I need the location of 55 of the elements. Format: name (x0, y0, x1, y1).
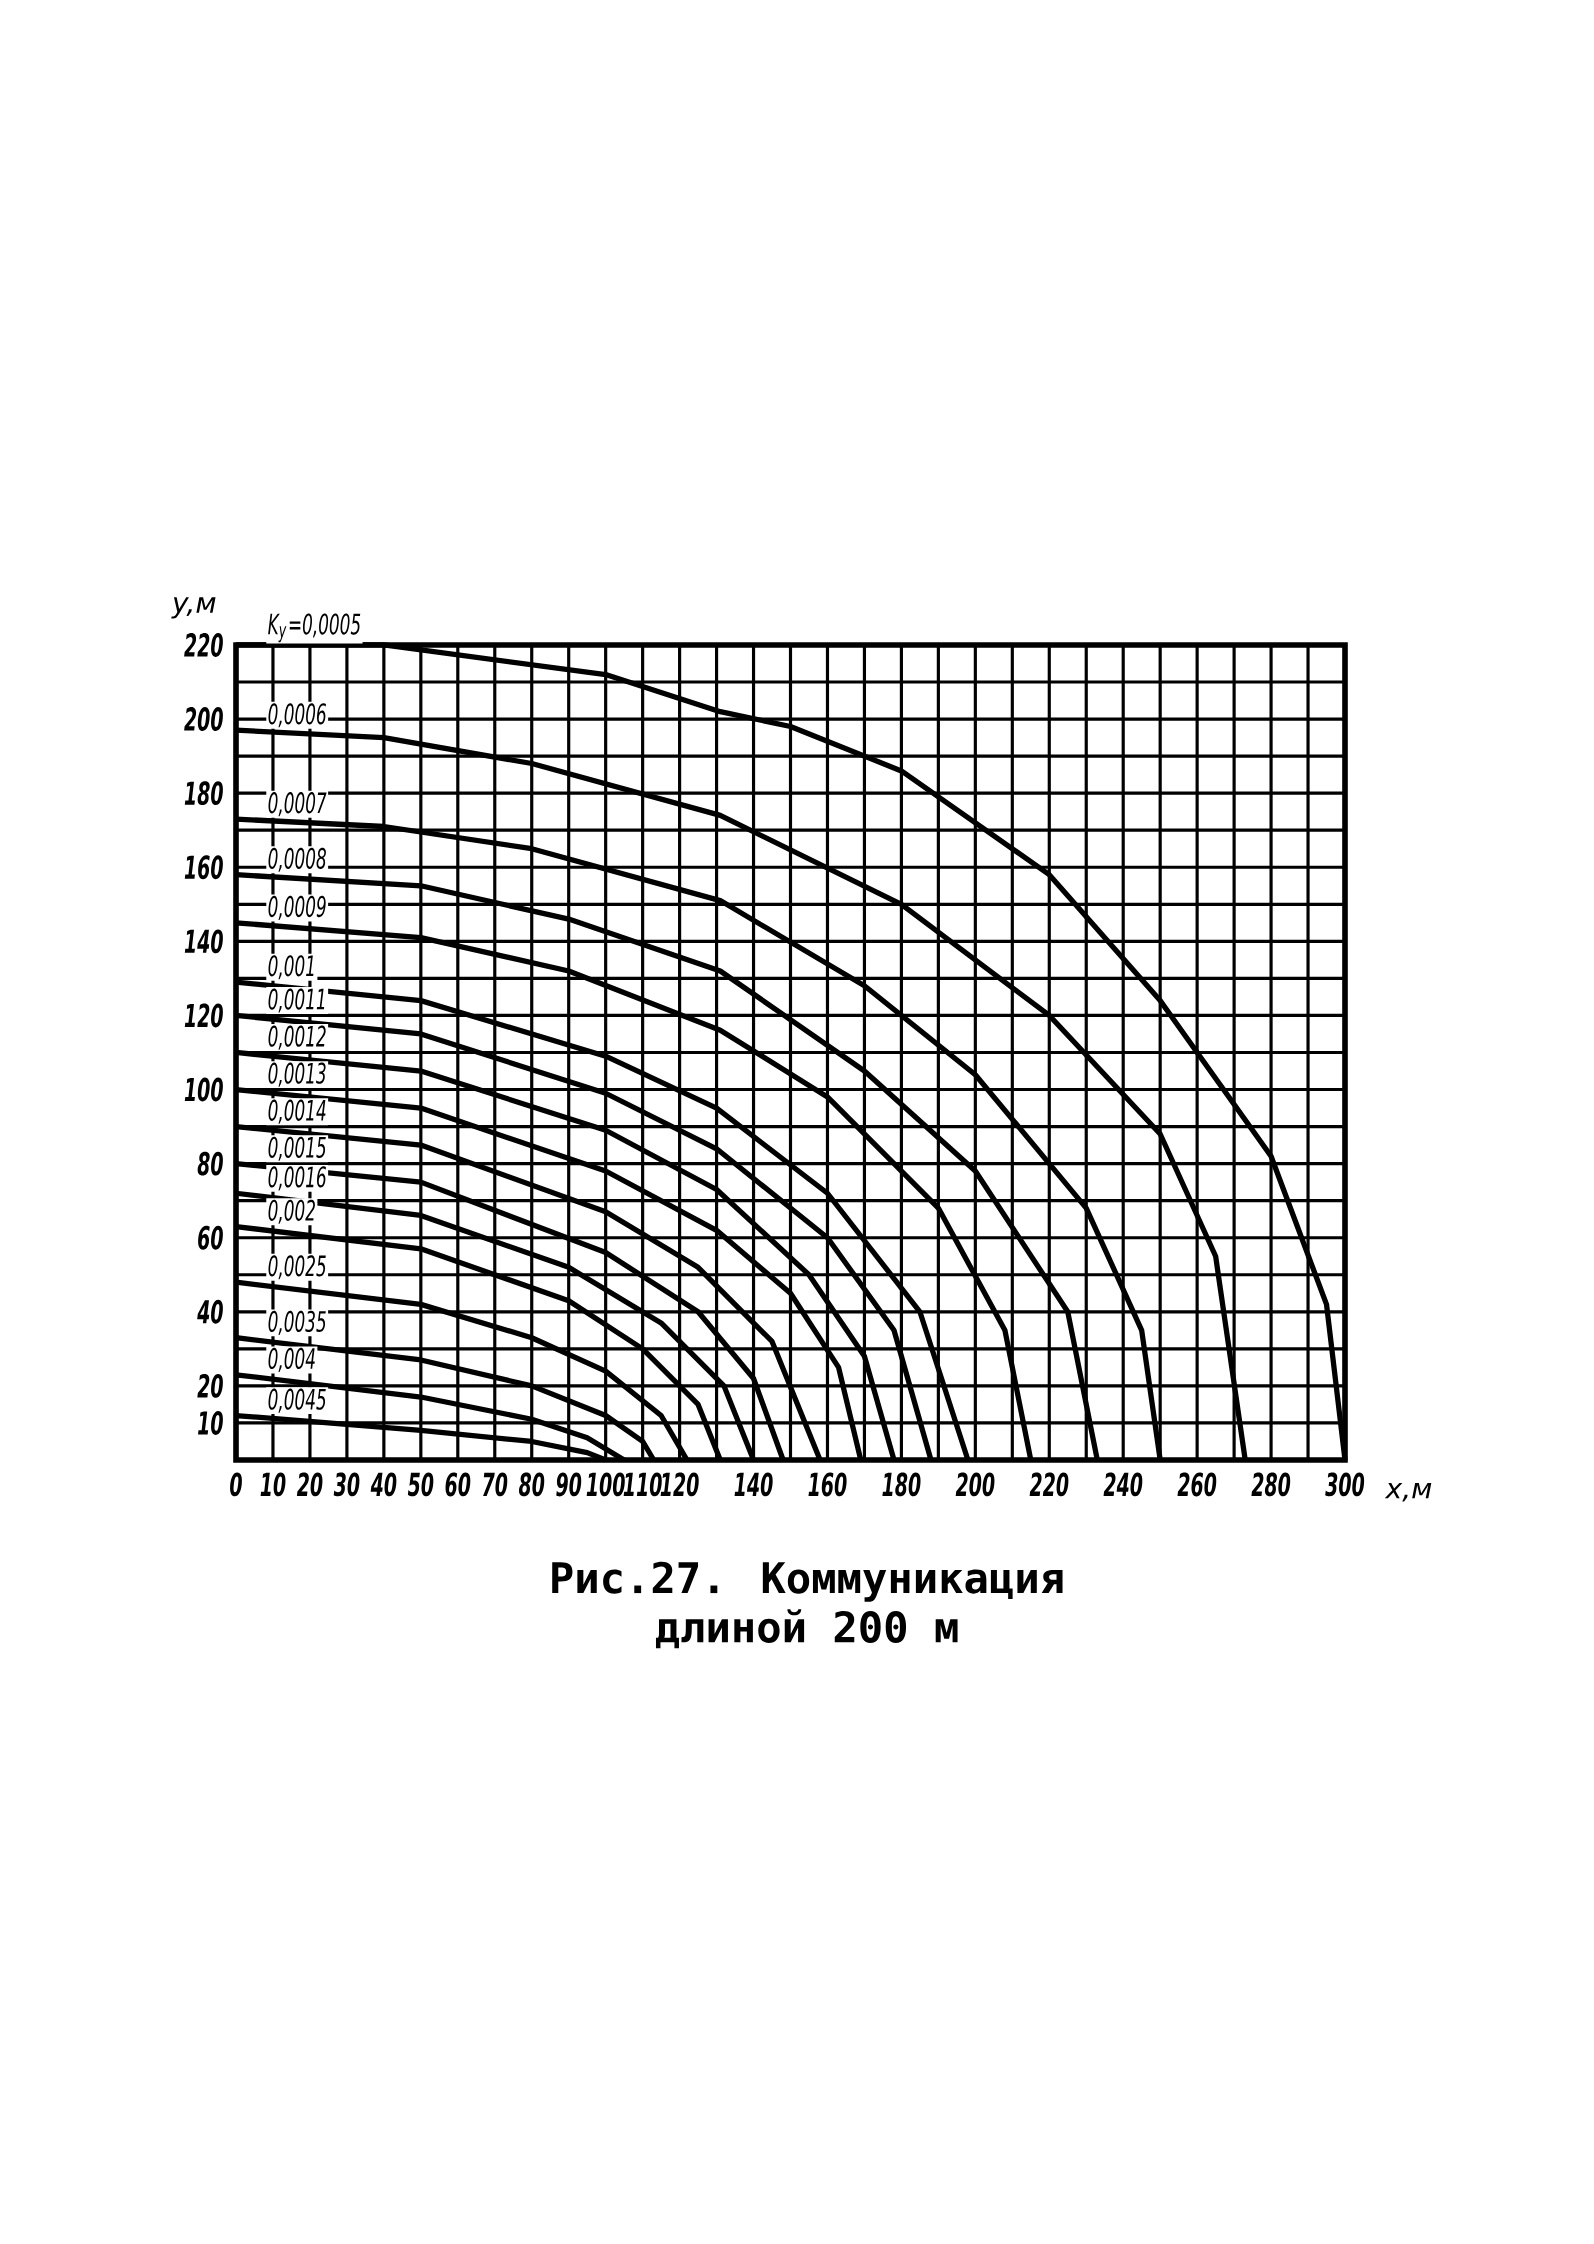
y-tick-label: 120 (184, 1003, 223, 1028)
x-tick-label: 30 (333, 1472, 360, 1497)
x-axis-title: x,м (1384, 1482, 1432, 1502)
y-tick-label: 220 (184, 633, 223, 657)
y-tick-label: 60 (198, 1225, 223, 1250)
x-tick-label: 90 (556, 1472, 582, 1497)
y-axis-title: y,м (171, 597, 216, 619)
series-label: 0,0012 (268, 1025, 326, 1050)
x-tick-label: 70 (483, 1472, 508, 1497)
x-tick-label: 300 (1325, 1472, 1365, 1497)
series-label: 0,0011 (268, 988, 325, 1013)
x-tick-label: 80 (518, 1472, 545, 1497)
y-tick-label: 80 (197, 1151, 223, 1176)
x-tick-label: 10 (260, 1472, 286, 1497)
x-tick-label: 240 (1103, 1472, 1143, 1497)
x-tick-label: 120 (660, 1472, 699, 1497)
x-tick-label: 60 (445, 1472, 471, 1497)
y-tick-label: 180 (184, 781, 223, 806)
series-label: 0,002 (268, 1199, 315, 1224)
series-label: K$_{у}$=0,0005 (268, 613, 361, 643)
x-tick-label: 160 (808, 1472, 847, 1497)
x-tick-label: 260 (1177, 1472, 1217, 1497)
series-label: 0,004 (268, 1347, 315, 1372)
y-tick-label: 20 (197, 1373, 223, 1398)
series-label: 0,0035 (268, 1310, 326, 1335)
series-label: 0,0013 (268, 1062, 326, 1087)
x-tick-label: 50 (407, 1472, 434, 1497)
x-tick-label: 40 (370, 1472, 397, 1497)
series-label: 0,0008 (268, 847, 326, 872)
series-label: 0,0009 (268, 895, 326, 920)
x-tick-label: 220 (1029, 1472, 1069, 1497)
y-tick-label: 200 (184, 707, 223, 732)
x-tick-label: 180 (882, 1472, 921, 1497)
x-tick-label: 280 (1251, 1472, 1291, 1497)
x-tick-label: 200 (955, 1472, 995, 1497)
series-label: 0,0014 (268, 1099, 326, 1124)
series-label: 0,0015 (268, 1136, 326, 1161)
series-label: 0,0006 (268, 703, 326, 728)
x-tick-label: 100 (586, 1472, 625, 1497)
series-label: 0,001 (268, 955, 314, 980)
series-label: 0,0025 (268, 1255, 326, 1280)
x-tick-label: 140 (734, 1472, 773, 1497)
series-label: 0,0007 (268, 792, 327, 817)
y-tick-label: 10 (198, 1410, 223, 1435)
y-tick-label: 160 (184, 855, 223, 880)
text: длиной 200 м (655, 1609, 958, 1649)
series-label: 0,0016 (268, 1166, 326, 1191)
x-tick-label: 110 (623, 1472, 662, 1497)
series-label: 0,0045 (268, 1388, 326, 1413)
x-tick-label: 20 (296, 1472, 323, 1497)
y-tick-label: 140 (184, 929, 223, 954)
text: Рис.27. Коммуникация (552, 1561, 1063, 1602)
y-tick-label: 100 (184, 1077, 223, 1102)
y-tick-label: 40 (197, 1299, 223, 1324)
x-tick-label: 0 (230, 1472, 242, 1497)
